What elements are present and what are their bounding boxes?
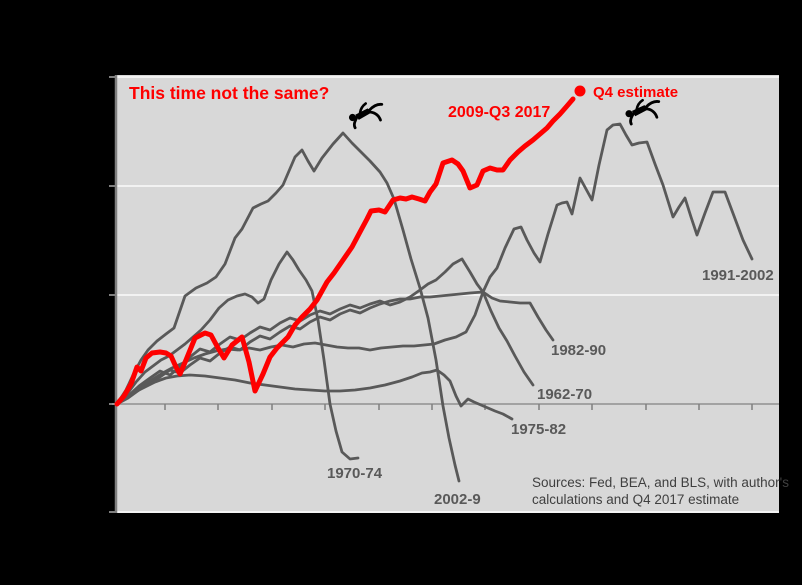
series-label-1970-74: 1970-74	[327, 465, 383, 482]
series-line-1982-90	[115, 290, 555, 406]
sources-line-2: calculations and Q4 2017 estimate	[532, 492, 739, 507]
series-label-1962-70: 1962-70	[537, 386, 592, 403]
series-label-1991-2002: 1991-2002	[702, 267, 774, 284]
series-label-1975-82: 1975-82	[511, 421, 566, 438]
series-label-2002-9: 2002-9	[434, 491, 481, 508]
q4-estimate-label: Q4 estimate	[593, 84, 678, 101]
axes	[109, 75, 779, 513]
series-labels: 1970-74 1975-82 1962-70 1982-90 2002-9 1991-2…	[327, 104, 774, 508]
series-line-1970-74	[115, 250, 360, 461]
series-line-2002-9	[115, 131, 461, 483]
series-lines	[114, 96, 754, 483]
series-line-2009-q3-2017	[114, 96, 576, 407]
sources-line-1: Sources: Fed, BEA, and BLS, with author'…	[532, 475, 789, 490]
series-label-2009-q3-2017: 2009-Q3 2017	[448, 104, 550, 121]
series-line-1991-2002	[115, 122, 754, 406]
chart-title: This time not the same?	[129, 83, 329, 103]
q4-estimate-dot	[574, 85, 586, 97]
series-label-1982-90: 1982-90	[551, 342, 606, 359]
series-line-1962-70	[115, 257, 535, 406]
series-line-1975-82	[115, 368, 514, 421]
